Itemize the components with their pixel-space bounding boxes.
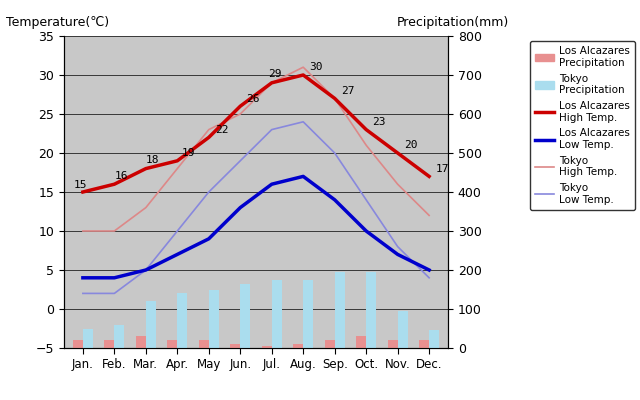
Text: 23: 23 (372, 117, 386, 127)
Legend: Los Alcazares
Precipitation, Tokyo
Precipitation, Los Alcazares
High Temp., Los : Los Alcazares Precipitation, Tokyo Preci… (530, 41, 636, 210)
Text: 22: 22 (215, 125, 228, 135)
Bar (272, 280, 282, 348)
Bar (230, 344, 240, 348)
Text: 17: 17 (435, 164, 449, 174)
Text: 19: 19 (182, 148, 196, 158)
Text: 30: 30 (310, 62, 323, 72)
Bar (335, 272, 345, 348)
Bar (419, 340, 429, 348)
Bar (324, 340, 335, 348)
Bar (115, 325, 124, 348)
Text: 26: 26 (246, 94, 260, 104)
Bar (356, 336, 366, 348)
Bar (198, 340, 209, 348)
Text: 20: 20 (404, 140, 417, 150)
Bar (397, 311, 408, 348)
Text: 15: 15 (74, 180, 87, 190)
Bar (83, 328, 93, 348)
Bar (167, 340, 177, 348)
Bar (177, 294, 188, 348)
Text: 18: 18 (146, 155, 159, 165)
Bar (388, 340, 397, 348)
Text: 27: 27 (341, 86, 355, 96)
Bar (429, 330, 439, 348)
Bar (146, 301, 156, 348)
Bar (209, 290, 219, 348)
Bar (104, 340, 115, 348)
Bar (262, 346, 272, 348)
Text: Temperature(℃): Temperature(℃) (6, 16, 109, 29)
Bar (293, 344, 303, 348)
Bar (366, 272, 376, 348)
Text: Precipitation(mm): Precipitation(mm) (397, 16, 509, 29)
Bar (136, 336, 146, 348)
Text: 29: 29 (269, 69, 282, 79)
Text: 16: 16 (115, 171, 128, 181)
Bar (73, 340, 83, 348)
Bar (303, 280, 314, 348)
Bar (240, 284, 250, 348)
